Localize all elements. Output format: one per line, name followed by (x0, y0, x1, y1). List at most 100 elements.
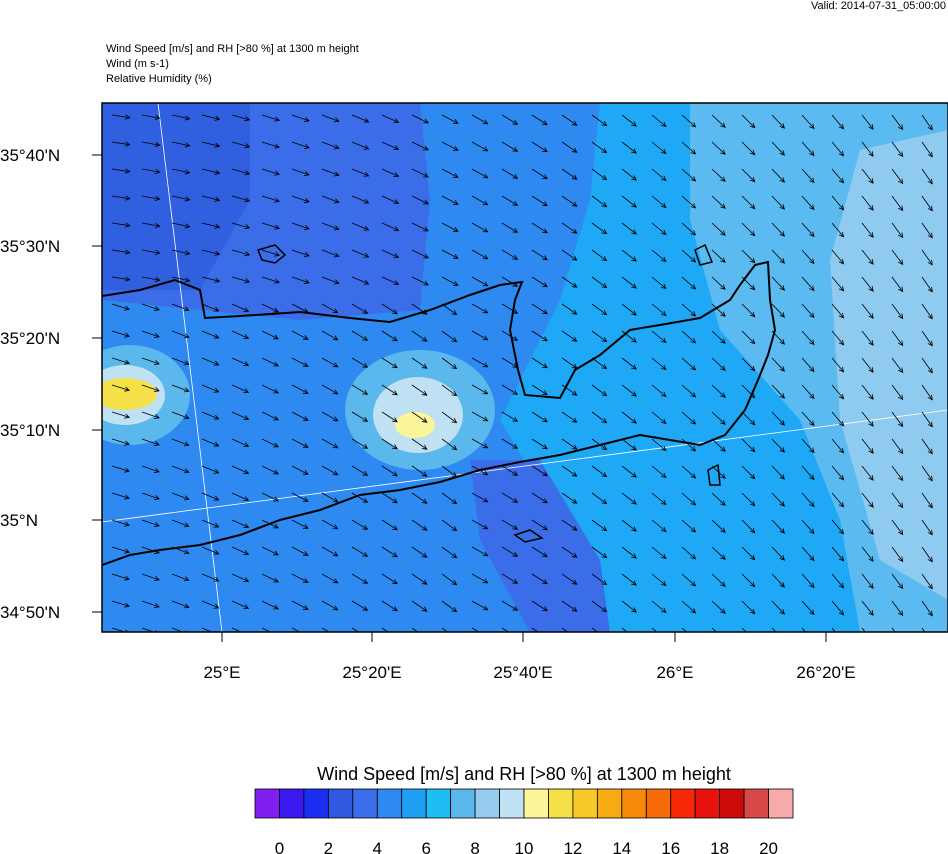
wind-arrow (591, 222, 608, 235)
wind-arrow (141, 249, 161, 256)
wind-arrow (411, 357, 428, 369)
wind-arrow (501, 627, 510, 632)
wind-arrow (771, 438, 785, 453)
wind-arrow (321, 519, 339, 530)
wind-arrow (621, 411, 637, 424)
wind-arrow (381, 600, 398, 612)
wind-arrow (501, 303, 519, 314)
wind-arrow (741, 546, 756, 561)
wind-arrow (171, 303, 190, 312)
wind-arrow (561, 114, 578, 126)
wind-arrow (531, 519, 548, 531)
wind-arrow (561, 600, 578, 612)
wind-arrow (201, 357, 220, 366)
lon-label: 26°20'E (796, 663, 855, 682)
wind-arrow (741, 519, 756, 534)
wind-arrow (801, 222, 815, 238)
wind-arrow (681, 465, 697, 479)
wind-arrow (621, 276, 637, 289)
wind-arrow (771, 168, 785, 183)
wind-arrow (651, 546, 667, 560)
wind-arrow (591, 546, 608, 559)
wind-arrow (681, 600, 697, 614)
wind-arrow (861, 492, 874, 508)
wind-arrow (171, 492, 190, 501)
wind-arrow (441, 438, 458, 451)
island (256, 243, 721, 543)
wind-arrow (261, 330, 279, 340)
wind-arrow (111, 141, 131, 147)
wind-arrow (141, 114, 161, 121)
wind-arrow (171, 438, 190, 447)
wind-arrow (321, 249, 340, 258)
wind-arrow (531, 168, 548, 180)
wind-arrow (921, 492, 933, 509)
wind-arrow (591, 195, 608, 208)
wind-arrow (321, 627, 330, 632)
wind-arrow (681, 303, 697, 317)
wind-arrow (471, 195, 489, 206)
wind-arrow (531, 357, 548, 369)
wind-arrow (561, 627, 569, 632)
wind-arrow (711, 303, 726, 317)
wind-arrow (261, 249, 281, 257)
colorbar-swatch (719, 788, 745, 819)
wind-arrow (711, 519, 726, 533)
wind-arrow (921, 195, 933, 212)
wind-arrow (141, 573, 160, 581)
wind-arrow (561, 141, 578, 153)
wind-arrow (141, 600, 160, 608)
wind-arrow (141, 519, 160, 527)
wind-arrow (591, 168, 608, 181)
wind-arrow (591, 573, 608, 586)
wind-arrow (801, 384, 815, 400)
wind-arrow (171, 141, 191, 148)
wind-arrow (681, 492, 697, 506)
wind-arrow (261, 492, 279, 502)
wind-arrow (621, 573, 637, 586)
wind-arrow (261, 222, 281, 230)
wind-arrow (921, 276, 933, 293)
wind-arrow (771, 600, 785, 615)
wind-arrow (591, 330, 608, 343)
wind-arrow (801, 600, 815, 616)
wind-arrow (291, 546, 309, 556)
wind-arrow (411, 492, 428, 504)
wind-arrow (831, 357, 845, 373)
wind-arrow (321, 438, 339, 449)
wind-arrow (711, 438, 726, 452)
wind-arrow (261, 411, 279, 421)
wind-arrow (711, 492, 726, 506)
lon-label: 25°20'E (342, 663, 401, 682)
wind-arrow (831, 249, 845, 265)
wind-arrow (861, 438, 874, 454)
wind-arrow (411, 330, 428, 342)
wind-arrow (621, 600, 637, 613)
wind-arrow (681, 573, 697, 587)
wind-arrow (651, 384, 667, 398)
wind-arrow (351, 168, 370, 177)
colorbar-swatch (376, 788, 403, 819)
wind-arrow (801, 492, 815, 508)
wind-arrow (111, 276, 131, 282)
wind-arrow (231, 303, 250, 313)
wind-arrow (771, 222, 785, 237)
wind-arrow (531, 411, 548, 423)
wind-arrow (321, 222, 340, 231)
wind-arrow (861, 384, 874, 400)
wind-arrow (321, 600, 339, 611)
wind-arrow (141, 330, 160, 338)
wind-arrow (141, 411, 160, 419)
wind-arrow (801, 546, 815, 562)
wind-arrow (171, 573, 190, 582)
wind-arrow (351, 330, 369, 341)
wind-arrow (201, 114, 221, 121)
wind-arrow (441, 627, 449, 632)
wind-arrow (111, 357, 131, 365)
wind-arrow (171, 411, 190, 420)
wind-arrow (441, 276, 459, 286)
wind-arrow (921, 573, 933, 590)
wind-arrow (591, 141, 608, 154)
wind-arrow (921, 546, 933, 563)
wind-arrow (741, 492, 756, 507)
